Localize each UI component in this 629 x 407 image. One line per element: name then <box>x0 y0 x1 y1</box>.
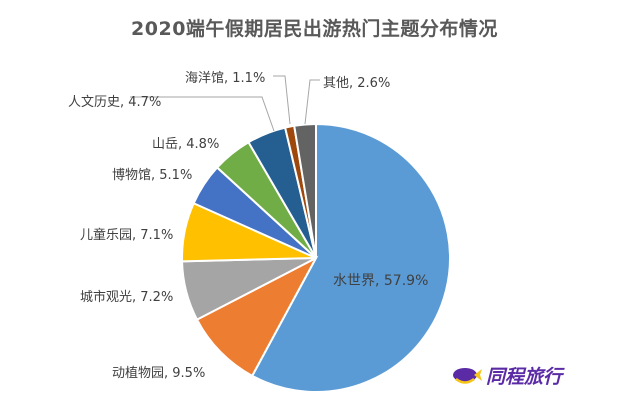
leader-line-2 <box>304 79 320 125</box>
slice-label-other: 其他, 2.6% <box>323 76 391 91</box>
brand-logo: 同程旅行 <box>452 362 562 389</box>
slice-label-museum: 博物馆, 5.1% <box>112 168 193 183</box>
slice-label-culture-history: 人文历史, 4.7% <box>68 95 162 110</box>
slice-label-water-world: 水世界, 57.9% <box>333 273 429 289</box>
pie-slices <box>181 122 451 393</box>
leader-line-0 <box>130 96 275 132</box>
leader-lines <box>130 75 320 132</box>
brand-name: 同程旅行 <box>486 366 563 388</box>
slice-label-city-sightseeing: 城市观光, 7.2% <box>80 290 174 305</box>
slice-label-mountain: 山岳, 4.8% <box>152 137 220 152</box>
fish-logo-icon <box>453 367 482 384</box>
pie-slice-0 <box>250 122 451 393</box>
pie-slice-1 <box>195 255 319 378</box>
slice-label-kids-park: 儿童乐园, 7.1% <box>80 228 174 243</box>
slice-label-aquarium: 海洋馆, 1.1% <box>185 71 266 86</box>
leader-line-1 <box>273 75 291 125</box>
chart-title: 2020端午假期居民出游热门主题分布情况 <box>131 18 498 40</box>
slice-label-zoo-botanical: 动植物园, 9.5% <box>112 366 206 381</box>
pie-slice-8 <box>293 122 317 259</box>
